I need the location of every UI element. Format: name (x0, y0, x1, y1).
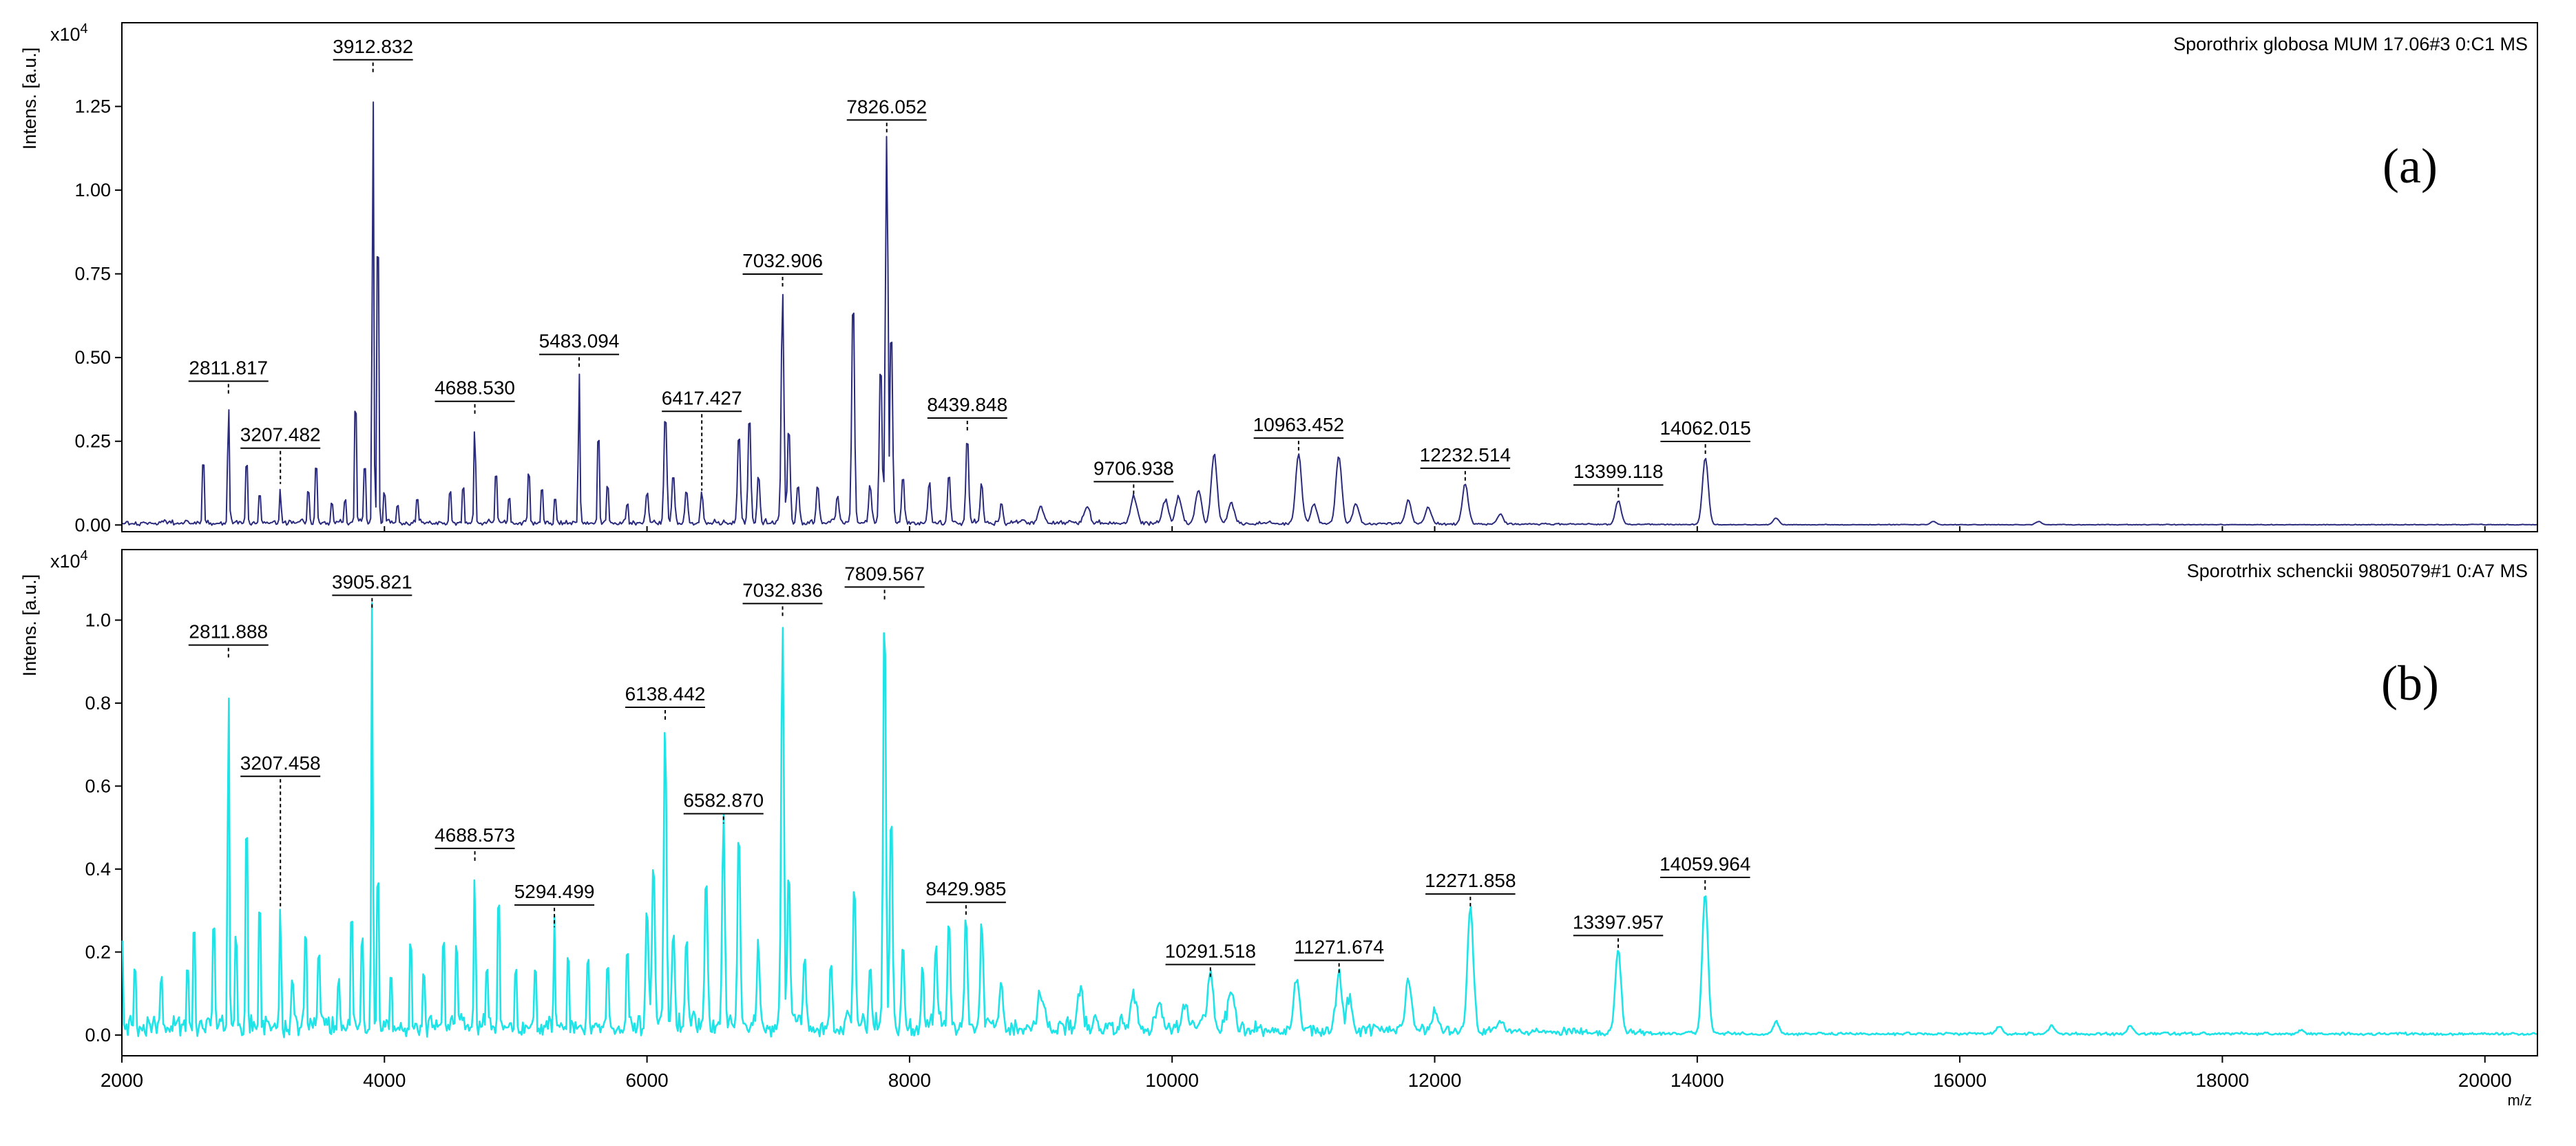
y-tick-label: 1.00 (74, 180, 111, 200)
x-tick-label: 20000 (2458, 1070, 2512, 1091)
peak-label: 3905.821 (332, 571, 412, 592)
peak-label: 2811.817 (189, 357, 268, 379)
x-axis-label: m/z (2508, 1092, 2532, 1109)
spectrum-panel-b: 0.0 0.2 0.4 0.6 0.8 1.0 x104 Intens. [a.u.] Spor… (19, 548, 2538, 1109)
x-tick-label: 16000 (1933, 1070, 1987, 1091)
y-multiplier-exponent: 4 (81, 21, 88, 37)
panel-label: (b) (2381, 656, 2439, 711)
panel-label: (a) (2383, 138, 2438, 194)
y-axis-label: Intens. [a.u.] (19, 574, 40, 677)
peak-label: 5294.499 (514, 881, 595, 902)
y-tick-label: 0.6 (85, 775, 111, 796)
peak-label: 7826.052 (846, 96, 927, 117)
peak-label: 8439.848 (927, 394, 1007, 415)
sample-name: Sporothrix globosa MUM 17.06#3 0:C1 MS (2173, 34, 2528, 54)
peak-label: 10291.518 (1165, 941, 1256, 962)
y-multiplier-exponent: 4 (81, 548, 88, 563)
peak-label: 6582.870 (683, 790, 764, 811)
y-multiplier-base: x10 (50, 24, 81, 45)
peak-label: 4688.573 (434, 824, 515, 846)
x-tick-label: 4000 (363, 1070, 406, 1091)
spectrum-trace (121, 602, 2537, 1039)
y-tick-label: 1.25 (74, 96, 111, 117)
x-tick-label: 14000 (1671, 1070, 1724, 1091)
peak-label: 2811.888 (189, 621, 268, 643)
peak-label: 7032.836 (742, 579, 823, 601)
peak-label: 7032.906 (742, 250, 823, 271)
spectrum-trace (122, 101, 2537, 527)
peak-label: 3207.458 (240, 752, 321, 773)
y-tick-label: 0.00 (74, 514, 111, 535)
y-multiplier: x104 (50, 21, 88, 45)
peak-label: 12232.514 (1420, 444, 1511, 466)
sample-name: Sporotrhix schenckii 9805079#1 0:A7 MS (2187, 561, 2528, 581)
peak-label: 7809.567 (844, 563, 925, 584)
y-axis-label: Intens. [a.u.] (19, 48, 40, 150)
y-tick-label: 0.4 (85, 859, 111, 879)
x-tick-label: 10000 (1145, 1070, 1199, 1091)
x-tick-label: 8000 (888, 1070, 931, 1091)
x-tick-label: 6000 (625, 1070, 668, 1091)
peak-label: 9706.938 (1093, 457, 1174, 479)
peak-label: 12271.858 (1425, 870, 1516, 891)
peak-label: 5483.094 (539, 331, 620, 352)
y-multiplier-base: x10 (50, 551, 81, 572)
peak-label: 11271.674 (1295, 937, 1384, 958)
y-tick-label: 0.75 (74, 264, 111, 284)
y-tick-label: 0.25 (74, 431, 111, 452)
peak-label: 14062.015 (1659, 417, 1750, 439)
peak-label: 4688.530 (434, 377, 515, 399)
peak-label: 10963.452 (1253, 414, 1344, 435)
plot-frame (121, 549, 2538, 1056)
peak-label: 3207.482 (240, 424, 321, 446)
x-tick-label: 12000 (1408, 1070, 1462, 1091)
y-tick-label: 0.50 (74, 347, 111, 368)
y-tick-label: 0.2 (85, 941, 111, 962)
x-tick-label: 2000 (101, 1070, 143, 1091)
y-tick-label: 0.8 (85, 693, 111, 713)
y-tick-label: 1.0 (85, 610, 111, 630)
peak-label: 13399.118 (1573, 461, 1663, 482)
x-tick-label: 18000 (2195, 1070, 2249, 1091)
spectrum-panel-a: 0.00 0.25 0.50 0.75 1.00 1.25 x104 Intens. [a.u… (19, 21, 2538, 535)
y-multiplier: x104 (50, 548, 88, 572)
plot-frame (121, 22, 2538, 532)
peak-label: 14059.964 (1659, 853, 1750, 875)
peak-label: 6138.442 (625, 683, 706, 705)
peak-label: 13397.957 (1573, 911, 1664, 933)
peak-label: 3912.832 (333, 36, 413, 57)
y-tick-label: 0.0 (85, 1025, 111, 1045)
peak-label: 6417.427 (662, 387, 742, 408)
peak-label: 8429.985 (925, 878, 1006, 899)
